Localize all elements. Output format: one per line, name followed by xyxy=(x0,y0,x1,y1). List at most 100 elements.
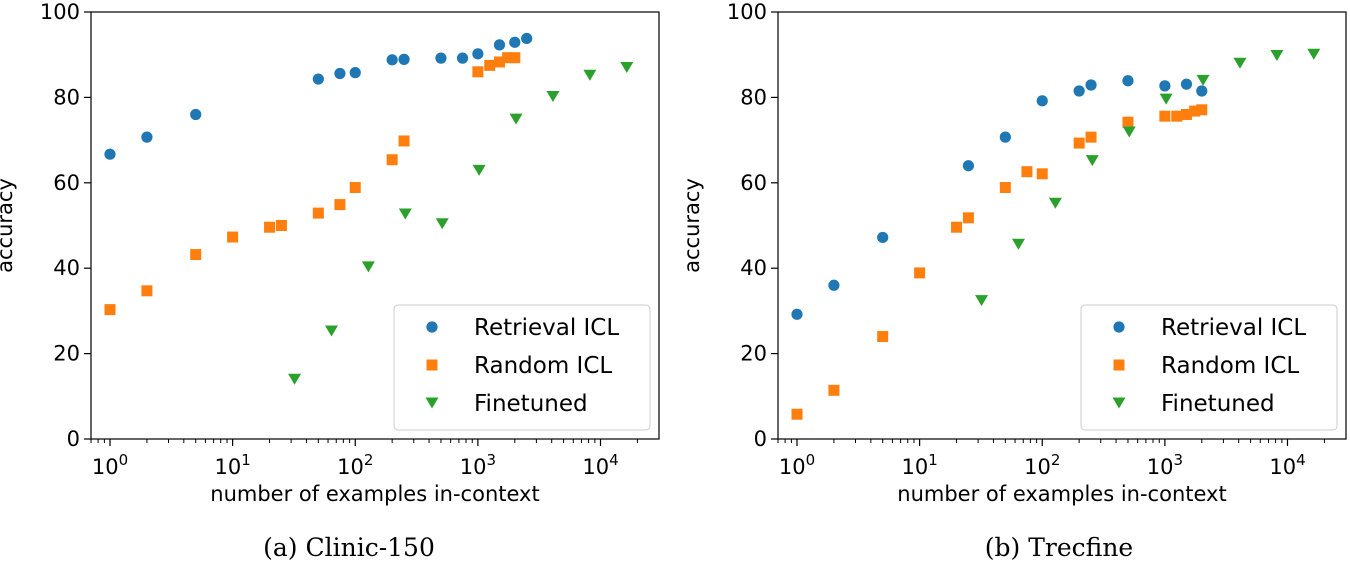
data-point xyxy=(999,131,1011,143)
data-point xyxy=(141,285,153,297)
data-point xyxy=(509,113,523,125)
x-axis-label: number of examples in-context xyxy=(210,482,539,506)
data-point xyxy=(349,67,361,79)
data-point xyxy=(312,73,324,85)
series-retrieval-icl xyxy=(104,32,533,160)
data-point xyxy=(398,208,412,220)
data-point xyxy=(1196,85,1208,97)
data-point xyxy=(334,199,346,211)
data-point xyxy=(1036,95,1048,107)
data-point xyxy=(386,154,398,166)
data-point xyxy=(828,384,840,396)
legend-label: Finetuned xyxy=(1161,391,1275,417)
x-tick-label: 100 xyxy=(92,451,128,479)
y-tick-label: 40 xyxy=(740,256,767,280)
data-point xyxy=(1011,238,1025,250)
data-point xyxy=(1021,166,1033,178)
data-point xyxy=(1171,110,1183,122)
data-point xyxy=(361,261,375,273)
x-minor-ticks xyxy=(90,439,638,443)
axes-frame xyxy=(777,11,1347,440)
y-tick-label: 40 xyxy=(53,256,80,280)
chart-panel-b: 100 101 102 103 104 0 20 40 60 80 100 number of exa… xyxy=(680,0,1347,562)
y-tick-label: 100 xyxy=(40,0,80,24)
legend-label: Random ICL xyxy=(474,353,612,379)
y-axis-label: accuracy xyxy=(680,178,704,273)
series-random-icl xyxy=(791,104,1208,420)
x-tick-label: 103 xyxy=(460,451,496,479)
x-minor-ticks xyxy=(777,439,1325,443)
data-point xyxy=(484,59,496,71)
data-point xyxy=(493,39,506,51)
data-point xyxy=(1159,110,1171,122)
data-point xyxy=(324,325,338,337)
data-point xyxy=(962,212,974,224)
x-tick-label: 103 xyxy=(1147,451,1183,479)
legend-marker xyxy=(425,397,439,409)
data-point xyxy=(1085,131,1097,143)
x-tick-label: 101 xyxy=(214,451,250,479)
data-point xyxy=(349,181,361,193)
y-tick-label: 0 xyxy=(67,427,80,451)
series-finetuned xyxy=(288,62,634,385)
x-tick-label: 100 xyxy=(779,451,815,479)
figure-caption: (b) Trecfine xyxy=(985,533,1133,562)
x-tick-label: 102 xyxy=(337,451,373,479)
x-tick-label: 104 xyxy=(1269,451,1305,479)
data-point xyxy=(914,267,926,279)
data-point xyxy=(620,62,634,74)
legend-label: Retrieval ICL xyxy=(474,315,619,341)
y-tick-label: 60 xyxy=(740,171,767,195)
axes-frame xyxy=(90,11,660,440)
data-point xyxy=(141,131,153,143)
data-point xyxy=(1196,74,1210,86)
legend-label: Random ICL xyxy=(1161,353,1299,379)
data-point xyxy=(334,67,346,80)
series-retrieval-icl xyxy=(791,75,1208,320)
figure-caption: (a) Clinic-150 xyxy=(263,533,435,562)
data-point xyxy=(1270,50,1284,62)
data-point xyxy=(386,54,398,66)
series-random-icl xyxy=(104,52,521,316)
legend: Retrieval ICL Random ICL Finetuned xyxy=(393,304,651,431)
data-point xyxy=(1307,48,1321,60)
y-tick-label: 100 xyxy=(727,0,767,24)
y-tick-label: 60 xyxy=(53,171,80,195)
data-point xyxy=(1159,93,1173,105)
data-point xyxy=(975,295,989,307)
data-point xyxy=(275,220,287,231)
x-axis-label: number of examples in-context xyxy=(897,482,1226,506)
chart-panel-a: 100 101 102 103 104 0 20 40 60 80 100 number of exa… xyxy=(0,0,660,562)
data-point xyxy=(472,48,484,60)
data-point xyxy=(1036,168,1048,180)
data-point xyxy=(877,231,889,244)
data-point xyxy=(999,181,1011,193)
data-point xyxy=(1085,79,1097,91)
data-point xyxy=(791,308,803,320)
data-point xyxy=(288,373,302,385)
data-point xyxy=(472,66,484,78)
data-point xyxy=(1189,105,1201,117)
data-point xyxy=(1048,197,1062,209)
data-point xyxy=(1159,80,1171,92)
data-point xyxy=(104,148,116,160)
x-tick-label: 102 xyxy=(1024,451,1060,479)
legend-label: Retrieval ICL xyxy=(1161,315,1306,341)
series-finetuned xyxy=(975,48,1321,307)
data-point xyxy=(877,331,889,343)
data-point xyxy=(398,53,410,65)
data-point xyxy=(435,218,449,230)
data-point xyxy=(509,52,521,64)
legend-marker xyxy=(1113,321,1125,333)
data-point xyxy=(962,160,975,172)
legend-marker xyxy=(426,321,438,333)
legend-box xyxy=(1080,304,1338,431)
legend-marker xyxy=(1113,359,1125,371)
data-point xyxy=(264,221,276,233)
y-tick-label: 0 xyxy=(754,427,767,451)
x-tick-label: 101 xyxy=(901,451,937,479)
x-tick-label: 104 xyxy=(582,451,618,479)
data-point xyxy=(1180,108,1192,120)
data-point xyxy=(435,52,447,64)
data-point xyxy=(509,36,521,48)
